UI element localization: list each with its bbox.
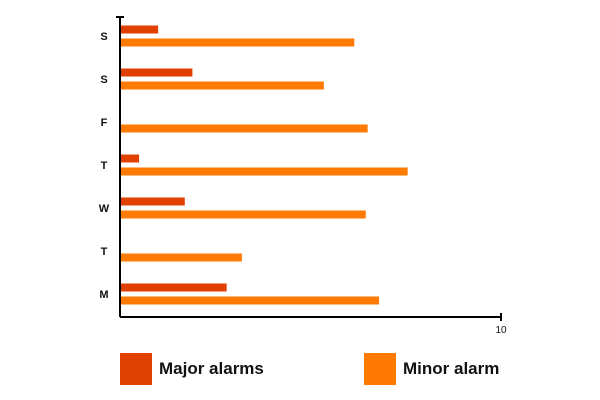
minor-alarm-bar-1: [121, 253, 242, 262]
minor-alarm-bar-4: [121, 124, 368, 133]
legend-swatch-major: [120, 353, 152, 385]
legend-label-major: Major alarms: [159, 359, 264, 378]
legend-item-major: Major alarms: [120, 353, 264, 385]
y-tick-label-2: W: [99, 203, 110, 215]
y-tick-label-4: F: [101, 117, 108, 129]
bars-group: [121, 25, 408, 305]
major-alarm-bar-2: [121, 197, 185, 206]
minor-alarm-bar-2: [121, 210, 366, 219]
minor-alarm-bar-0: [121, 296, 380, 305]
y-tick-label-3: T: [101, 160, 108, 172]
major-alarm-bar-6: [121, 25, 159, 34]
legend-swatch-minor: [364, 353, 396, 385]
legend-label-minor: Minor alarm: [403, 359, 500, 378]
major-alarm-bar-3: [121, 154, 140, 163]
minor-alarm-bar-3: [121, 167, 408, 176]
bar-chart: M T W T F S S 10: [99, 16, 507, 336]
legend-item-minor: Minor alarm: [364, 353, 499, 385]
y-tick-label-6: S: [100, 31, 107, 43]
minor-alarm-bar-6: [121, 38, 355, 47]
x-tick-label-max: 10: [495, 325, 507, 336]
y-tick-label-5: S: [100, 74, 107, 86]
y-tick-label-0: M: [99, 289, 108, 301]
major-alarm-bar-0: [121, 283, 227, 292]
major-alarm-bar-5: [121, 68, 193, 77]
minor-alarm-bar-5: [121, 81, 324, 90]
legend: Major alarms Minor alarm: [0, 353, 600, 385]
y-tick-label-1: T: [101, 246, 108, 258]
y-tick-labels: M T W T F S S: [99, 31, 110, 301]
